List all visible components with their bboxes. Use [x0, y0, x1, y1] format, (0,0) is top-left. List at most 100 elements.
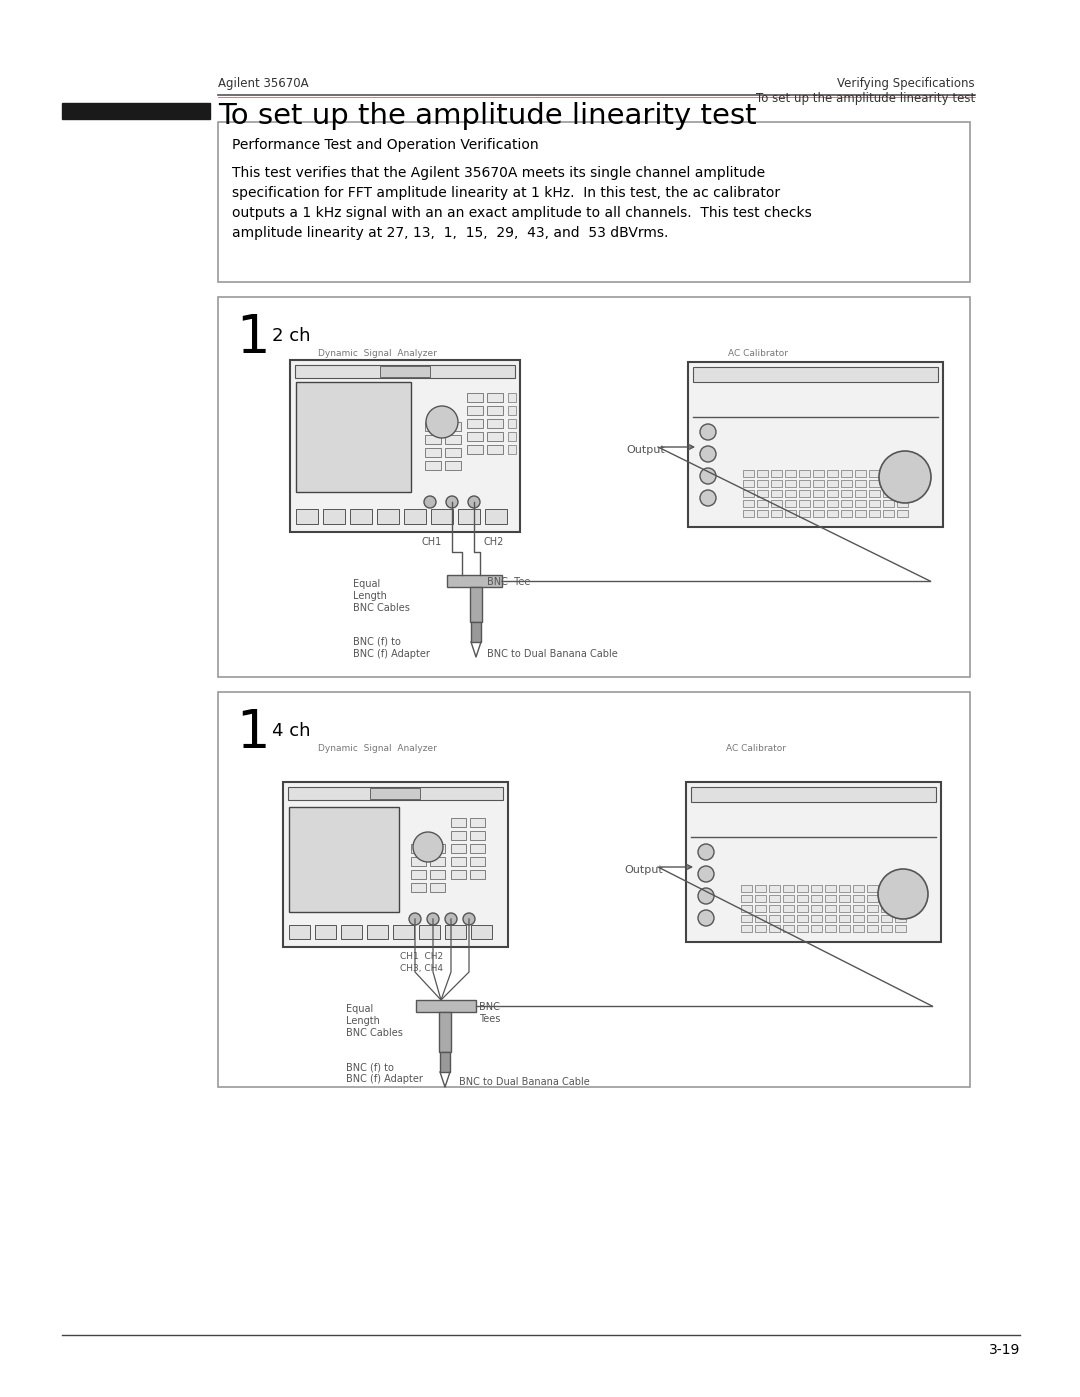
Bar	[411, 883, 426, 893]
Bar	[445, 434, 461, 444]
Text: This test verifies that the Agilent 35670A meets its single channel amplitude: This test verifies that the Agilent 3567…	[232, 166, 765, 180]
Bar	[743, 481, 754, 488]
Bar	[743, 510, 754, 517]
Bar	[411, 844, 426, 854]
Bar	[797, 925, 808, 932]
Circle shape	[700, 446, 716, 462]
Bar	[785, 510, 796, 517]
Bar	[693, 367, 939, 381]
Bar	[881, 915, 892, 922]
Text: amplitude linearity at 27, 13,  1,  15,  29,  43, and  53 dBVrms.: amplitude linearity at 27, 13, 1, 15, 29…	[232, 226, 669, 240]
Bar	[783, 925, 794, 932]
Bar	[825, 925, 836, 932]
Bar	[438, 1011, 451, 1052]
Circle shape	[445, 914, 457, 925]
Circle shape	[698, 888, 714, 904]
Bar	[380, 366, 430, 377]
Circle shape	[698, 844, 714, 861]
Bar	[416, 1000, 476, 1011]
Text: 2 ch: 2 ch	[272, 327, 311, 345]
Bar	[883, 510, 894, 517]
Text: Dynamic  Signal  Analyzer: Dynamic Signal Analyzer	[318, 745, 437, 753]
Text: 1: 1	[237, 312, 270, 365]
Bar	[370, 788, 420, 799]
Text: BNC Cables: BNC Cables	[353, 604, 410, 613]
Bar	[853, 905, 864, 912]
Text: Output: Output	[626, 446, 665, 455]
Bar	[839, 895, 850, 902]
Bar	[771, 481, 782, 488]
Text: Length: Length	[346, 1016, 380, 1025]
Text: CH3, CH4: CH3, CH4	[400, 964, 443, 972]
Text: BNC: BNC	[480, 1002, 500, 1011]
Text: BNC  Tee: BNC Tee	[487, 577, 530, 587]
Bar	[445, 422, 461, 432]
Bar	[470, 587, 482, 622]
Circle shape	[700, 425, 716, 440]
Bar	[797, 895, 808, 902]
Bar	[470, 819, 485, 827]
Bar	[757, 500, 768, 507]
Bar	[508, 446, 516, 454]
Circle shape	[879, 451, 931, 503]
Bar	[869, 510, 880, 517]
Bar	[487, 393, 503, 402]
Bar	[827, 490, 838, 497]
Text: Tees: Tees	[480, 1014, 500, 1024]
Text: Length: Length	[353, 591, 387, 601]
Bar	[426, 434, 441, 444]
Bar	[799, 510, 810, 517]
Bar	[296, 381, 411, 492]
Bar	[897, 469, 908, 476]
Bar	[895, 915, 906, 922]
Bar	[869, 500, 880, 507]
Bar	[825, 905, 836, 912]
Bar	[445, 448, 461, 457]
Bar	[841, 510, 852, 517]
Bar	[811, 886, 822, 893]
Bar	[467, 393, 483, 402]
Bar	[426, 448, 441, 457]
Bar	[411, 870, 426, 879]
Bar	[895, 886, 906, 893]
Bar	[825, 895, 836, 902]
Bar	[431, 509, 453, 524]
Bar	[218, 122, 970, 282]
Bar	[350, 509, 372, 524]
Circle shape	[700, 468, 716, 483]
Bar	[827, 510, 838, 517]
Bar	[783, 905, 794, 912]
Bar	[430, 856, 445, 866]
Bar	[289, 807, 399, 912]
Bar	[783, 895, 794, 902]
Bar	[451, 819, 465, 827]
Circle shape	[698, 909, 714, 926]
Bar	[883, 469, 894, 476]
Bar	[797, 915, 808, 922]
Text: Equal: Equal	[346, 1004, 374, 1014]
Bar	[445, 461, 461, 469]
Bar	[853, 915, 864, 922]
Text: Performance Test and Operation Verification: Performance Test and Operation Verificat…	[232, 138, 539, 152]
Text: BNC Cables: BNC Cables	[346, 1028, 403, 1038]
Bar	[755, 886, 766, 893]
Bar	[853, 925, 864, 932]
Bar	[883, 500, 894, 507]
Bar	[295, 365, 515, 379]
Circle shape	[424, 496, 436, 509]
Bar	[686, 782, 941, 942]
Bar	[743, 500, 754, 507]
Text: AC Calibrator: AC Calibrator	[726, 745, 786, 753]
Bar	[853, 886, 864, 893]
Bar	[839, 886, 850, 893]
Text: Agilent 35670A: Agilent 35670A	[218, 77, 309, 89]
Bar	[508, 407, 516, 415]
Bar	[785, 481, 796, 488]
Bar	[757, 490, 768, 497]
Bar	[799, 490, 810, 497]
Bar	[785, 490, 796, 497]
Bar	[841, 469, 852, 476]
Text: BNC (f) Adapter: BNC (f) Adapter	[346, 1074, 423, 1084]
Bar	[451, 856, 465, 866]
Bar	[895, 905, 906, 912]
